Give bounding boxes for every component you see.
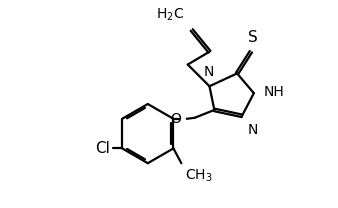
Text: N: N bbox=[248, 123, 258, 137]
Text: S: S bbox=[248, 30, 258, 45]
Text: Cl: Cl bbox=[95, 141, 110, 156]
Text: NH: NH bbox=[264, 85, 285, 99]
Text: N: N bbox=[203, 65, 214, 79]
Text: O: O bbox=[170, 112, 181, 126]
Text: CH$_3$: CH$_3$ bbox=[185, 167, 213, 183]
Text: H$_2$C: H$_2$C bbox=[156, 7, 184, 23]
